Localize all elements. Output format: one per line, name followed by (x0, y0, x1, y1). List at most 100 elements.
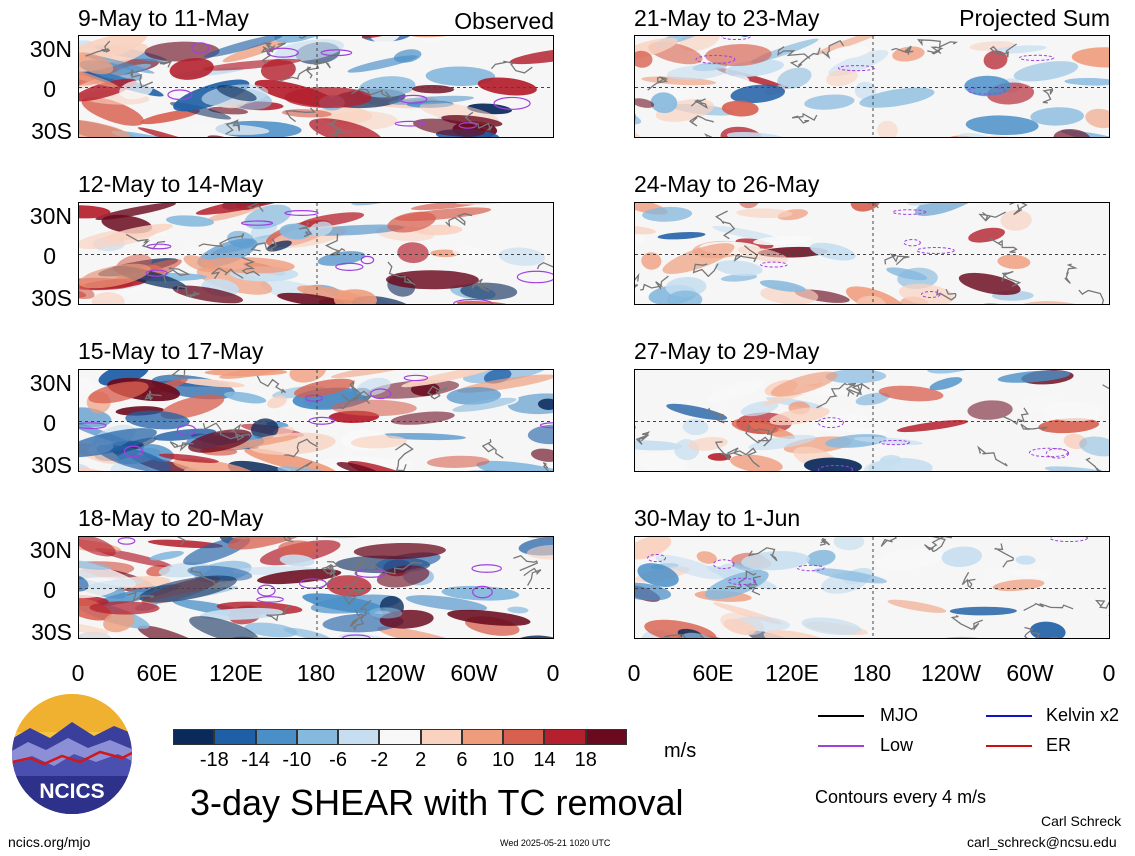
lon-label: 0 (1102, 660, 1116, 686)
shear-field-patch (527, 424, 553, 445)
shear-field-patch (125, 410, 190, 430)
low-contour (879, 439, 910, 446)
low-contour (123, 445, 144, 458)
lon-label: 180 (296, 660, 336, 686)
shear-field-patch (825, 68, 858, 87)
shear-field-patch (79, 622, 109, 635)
shear-field-patch (696, 551, 717, 564)
shear-field-patch (662, 243, 735, 274)
shear-field-patch (277, 292, 346, 304)
shear-field-patch (759, 280, 806, 292)
coastline (917, 39, 959, 49)
lat-label-30s: 30S (31, 619, 72, 645)
lat-label-30n: 30N (29, 203, 72, 229)
shear-field-patch (850, 203, 881, 212)
panel-title-proj-3: 27-May to 29-May (634, 338, 820, 364)
colorbar-swatch (296, 729, 339, 745)
coastline (1085, 457, 1102, 471)
colorbar-tick-label: -2 (370, 749, 389, 771)
low-contour (394, 120, 426, 127)
low-contour (1019, 54, 1055, 61)
shear-field-patch (95, 203, 176, 220)
coastline (471, 278, 491, 292)
shear-field-patch (283, 627, 331, 638)
shear-field-patch (650, 92, 678, 114)
shear-field-patch (79, 375, 99, 396)
shear-field-patch (667, 64, 729, 80)
coastline (690, 98, 709, 109)
shear-field-patch (679, 36, 720, 52)
shear-field-patch (309, 221, 333, 237)
coastline (715, 210, 736, 240)
coastline (326, 119, 353, 137)
shear-field-patch (915, 203, 983, 217)
low-contour (516, 270, 553, 284)
low-contour (284, 210, 319, 216)
coastline (158, 59, 174, 68)
coastline (144, 390, 162, 401)
shear-field-patch (723, 618, 756, 635)
map-panel-proj-3 (634, 369, 1110, 472)
shear-field-patch (507, 606, 529, 614)
coastline (491, 60, 533, 74)
low-contour (817, 465, 854, 471)
shear-field-patch (1040, 400, 1105, 422)
low-contour (493, 96, 531, 110)
colorbar (173, 729, 627, 745)
shear-field-patch (401, 370, 496, 388)
shear-field-patch (203, 58, 302, 71)
shear-field-patch (681, 632, 718, 638)
shear-field-patch (879, 454, 902, 466)
coastline (708, 407, 726, 424)
shear-field-patch (98, 370, 149, 386)
shear-field-patch (898, 283, 955, 304)
shear-field-patch (149, 550, 184, 561)
shear-field-patch (79, 78, 137, 102)
shear-field-patch (714, 260, 763, 277)
shear-field-patch (964, 75, 1011, 97)
shear-field-patch (642, 206, 693, 222)
shear-field-patch (526, 544, 553, 560)
low-contour (176, 424, 197, 437)
shear-field-patch (736, 208, 793, 219)
colorbar-swatch (420, 729, 462, 745)
shear-field-patch (682, 418, 709, 436)
shear-field-patch (1015, 555, 1036, 565)
panel-title-obs-4: 18-May to 20-May (78, 505, 264, 531)
coastline (819, 537, 831, 546)
shear-field-patch (87, 578, 145, 590)
coastline (395, 442, 414, 471)
coastline (338, 390, 372, 409)
coastline (298, 36, 307, 39)
shear-field-patch (982, 567, 1011, 584)
shear-field-patch (391, 411, 455, 425)
shear-field-patch (79, 36, 148, 69)
shear-field-patch (635, 98, 655, 108)
coastline (816, 382, 848, 409)
low-contour (903, 239, 921, 247)
coastline (880, 537, 897, 547)
low-contour (304, 394, 323, 402)
coastline (481, 438, 504, 459)
shear-field-patch (173, 458, 257, 471)
low-contour (117, 537, 136, 545)
shear-field-patch (949, 606, 1017, 616)
shear-field-patch (635, 537, 672, 560)
shear-field-patch (278, 540, 317, 556)
map-panel-obs-2 (78, 202, 554, 305)
lon-label: 120W (920, 660, 982, 686)
coastline (753, 426, 777, 447)
coastline (464, 111, 493, 132)
coastline (211, 267, 244, 280)
shear-field-patch (707, 380, 765, 402)
colorbar-swatch (214, 729, 256, 745)
shear-field-patch (144, 41, 220, 62)
shear-field-patch (430, 249, 460, 258)
coastline (789, 47, 821, 68)
shear-field-patch (456, 300, 513, 304)
shear-field-patch (441, 585, 520, 601)
coastline (1024, 626, 1040, 638)
contours-note: Contours every 4 m/s (815, 787, 987, 807)
low-contour (360, 255, 375, 265)
shear-field-patch (854, 81, 877, 100)
